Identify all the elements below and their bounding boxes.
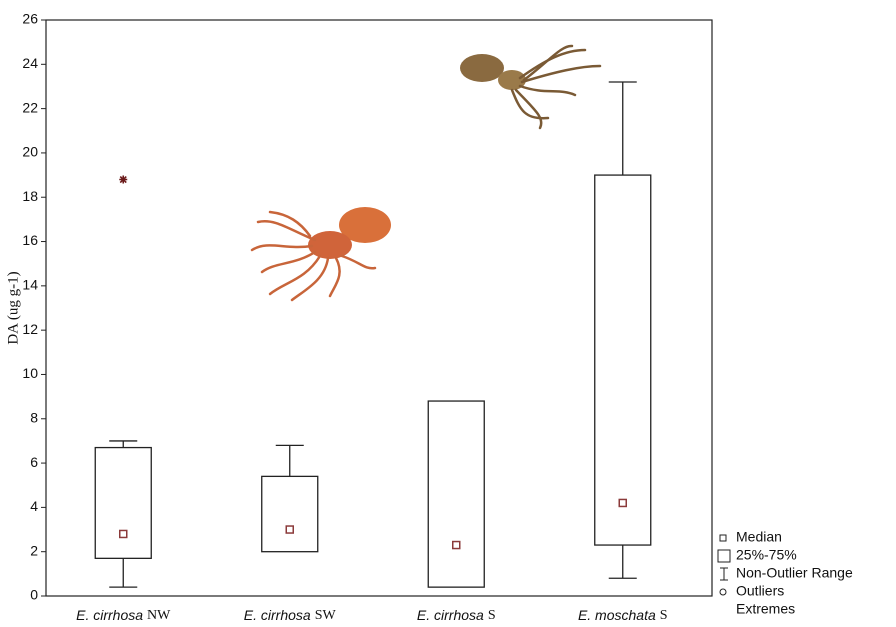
box (595, 175, 651, 545)
y-tick-label: 26 (22, 11, 38, 27)
legend-symbol (720, 535, 726, 541)
legend-symbol (720, 568, 728, 580)
legend-symbol (718, 550, 730, 562)
legend: Median 25%-75% Non-Outlier Range Outliers Ex… (718, 529, 853, 617)
x-tick-label: E. cirrhosa SW (244, 607, 337, 624)
x-tick-label: E. cirrhosa S (417, 607, 496, 624)
legend-label: Extremes (736, 601, 795, 617)
y-tick-label: 20 (22, 144, 38, 160)
octopus-illustration (252, 207, 391, 300)
y-tick-label: 6 (30, 454, 38, 470)
y-tick-label: 0 (30, 587, 38, 603)
x-tick-label: E. cirrhosa NW (76, 607, 171, 624)
x-tick-species: E. cirrhosa (244, 607, 311, 623)
octopus-illustration (460, 46, 600, 128)
x-tick-species: E. cirrhosa (417, 607, 484, 623)
x-tick-site: SW (315, 608, 337, 623)
median-marker (619, 499, 626, 506)
median-marker (120, 530, 127, 537)
chart: DA (ug g-1) Median 25%-75% Non-Outlier Ran… (0, 0, 896, 627)
x-tick-site: NW (147, 608, 171, 623)
median-marker (453, 542, 460, 549)
x-tick-species: E. moschata (578, 607, 656, 623)
y-tick-label: 2 (30, 542, 38, 558)
box (428, 401, 484, 587)
legend-label: 25%-75% (736, 547, 797, 563)
box (95, 448, 151, 559)
legend-label: Outliers (736, 583, 784, 599)
y-tick-label: 10 (22, 365, 38, 381)
y-tick-label: 12 (22, 321, 38, 337)
x-tick-species: E. cirrhosa (76, 607, 143, 623)
y-tick-label: 4 (30, 498, 38, 514)
y-tick-label: 16 (22, 232, 38, 248)
box (262, 476, 318, 551)
y-tick-label: 8 (30, 409, 38, 425)
y-tick-label: 22 (22, 99, 38, 115)
y-axis-label: DA (ug g-1) (5, 271, 21, 344)
median-marker (286, 526, 293, 533)
legend-label: Median (736, 529, 782, 545)
legend-label: Non-Outlier Range (736, 565, 853, 581)
x-tick-site: S (660, 608, 668, 623)
y-tick-label: 14 (22, 277, 38, 293)
y-tick-label: 18 (22, 188, 38, 204)
plot-frame (46, 20, 712, 596)
x-tick-site: S (488, 608, 496, 623)
extreme-marker (119, 176, 127, 184)
y-tick-label: 24 (22, 55, 38, 71)
x-tick-label: E. moschata S (578, 607, 668, 624)
legend-symbol (720, 589, 726, 595)
